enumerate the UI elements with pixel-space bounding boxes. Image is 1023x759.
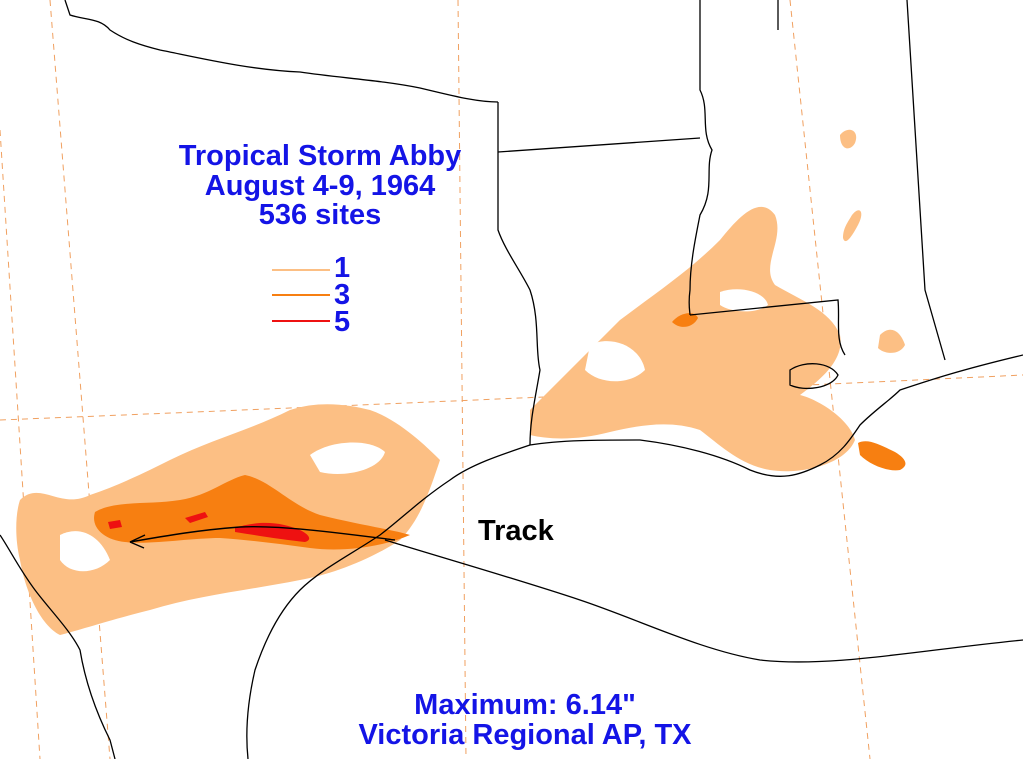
- lake-pontchartrain: [789, 363, 839, 389]
- map-date-range: August 4-9, 1964: [204, 170, 436, 202]
- contour-holes: [60, 289, 768, 572]
- legend-label-1: 1: [334, 252, 351, 284]
- map-site-count: 536 sites: [258, 199, 382, 231]
- rainfall-contour-3: [94, 313, 906, 550]
- legend-label-3: 3: [334, 279, 351, 311]
- track-label: Track: [478, 515, 554, 547]
- storm-track: [129, 526, 396, 549]
- map-title: Tropical Storm Abby: [178, 140, 462, 172]
- maximum-rainfall: Maximum: 6.14": [414, 689, 636, 721]
- maximum-location: Victoria Regional AP, TX: [358, 719, 692, 751]
- legend-lines: [272, 269, 330, 322]
- legend-label-5: 5: [334, 306, 351, 338]
